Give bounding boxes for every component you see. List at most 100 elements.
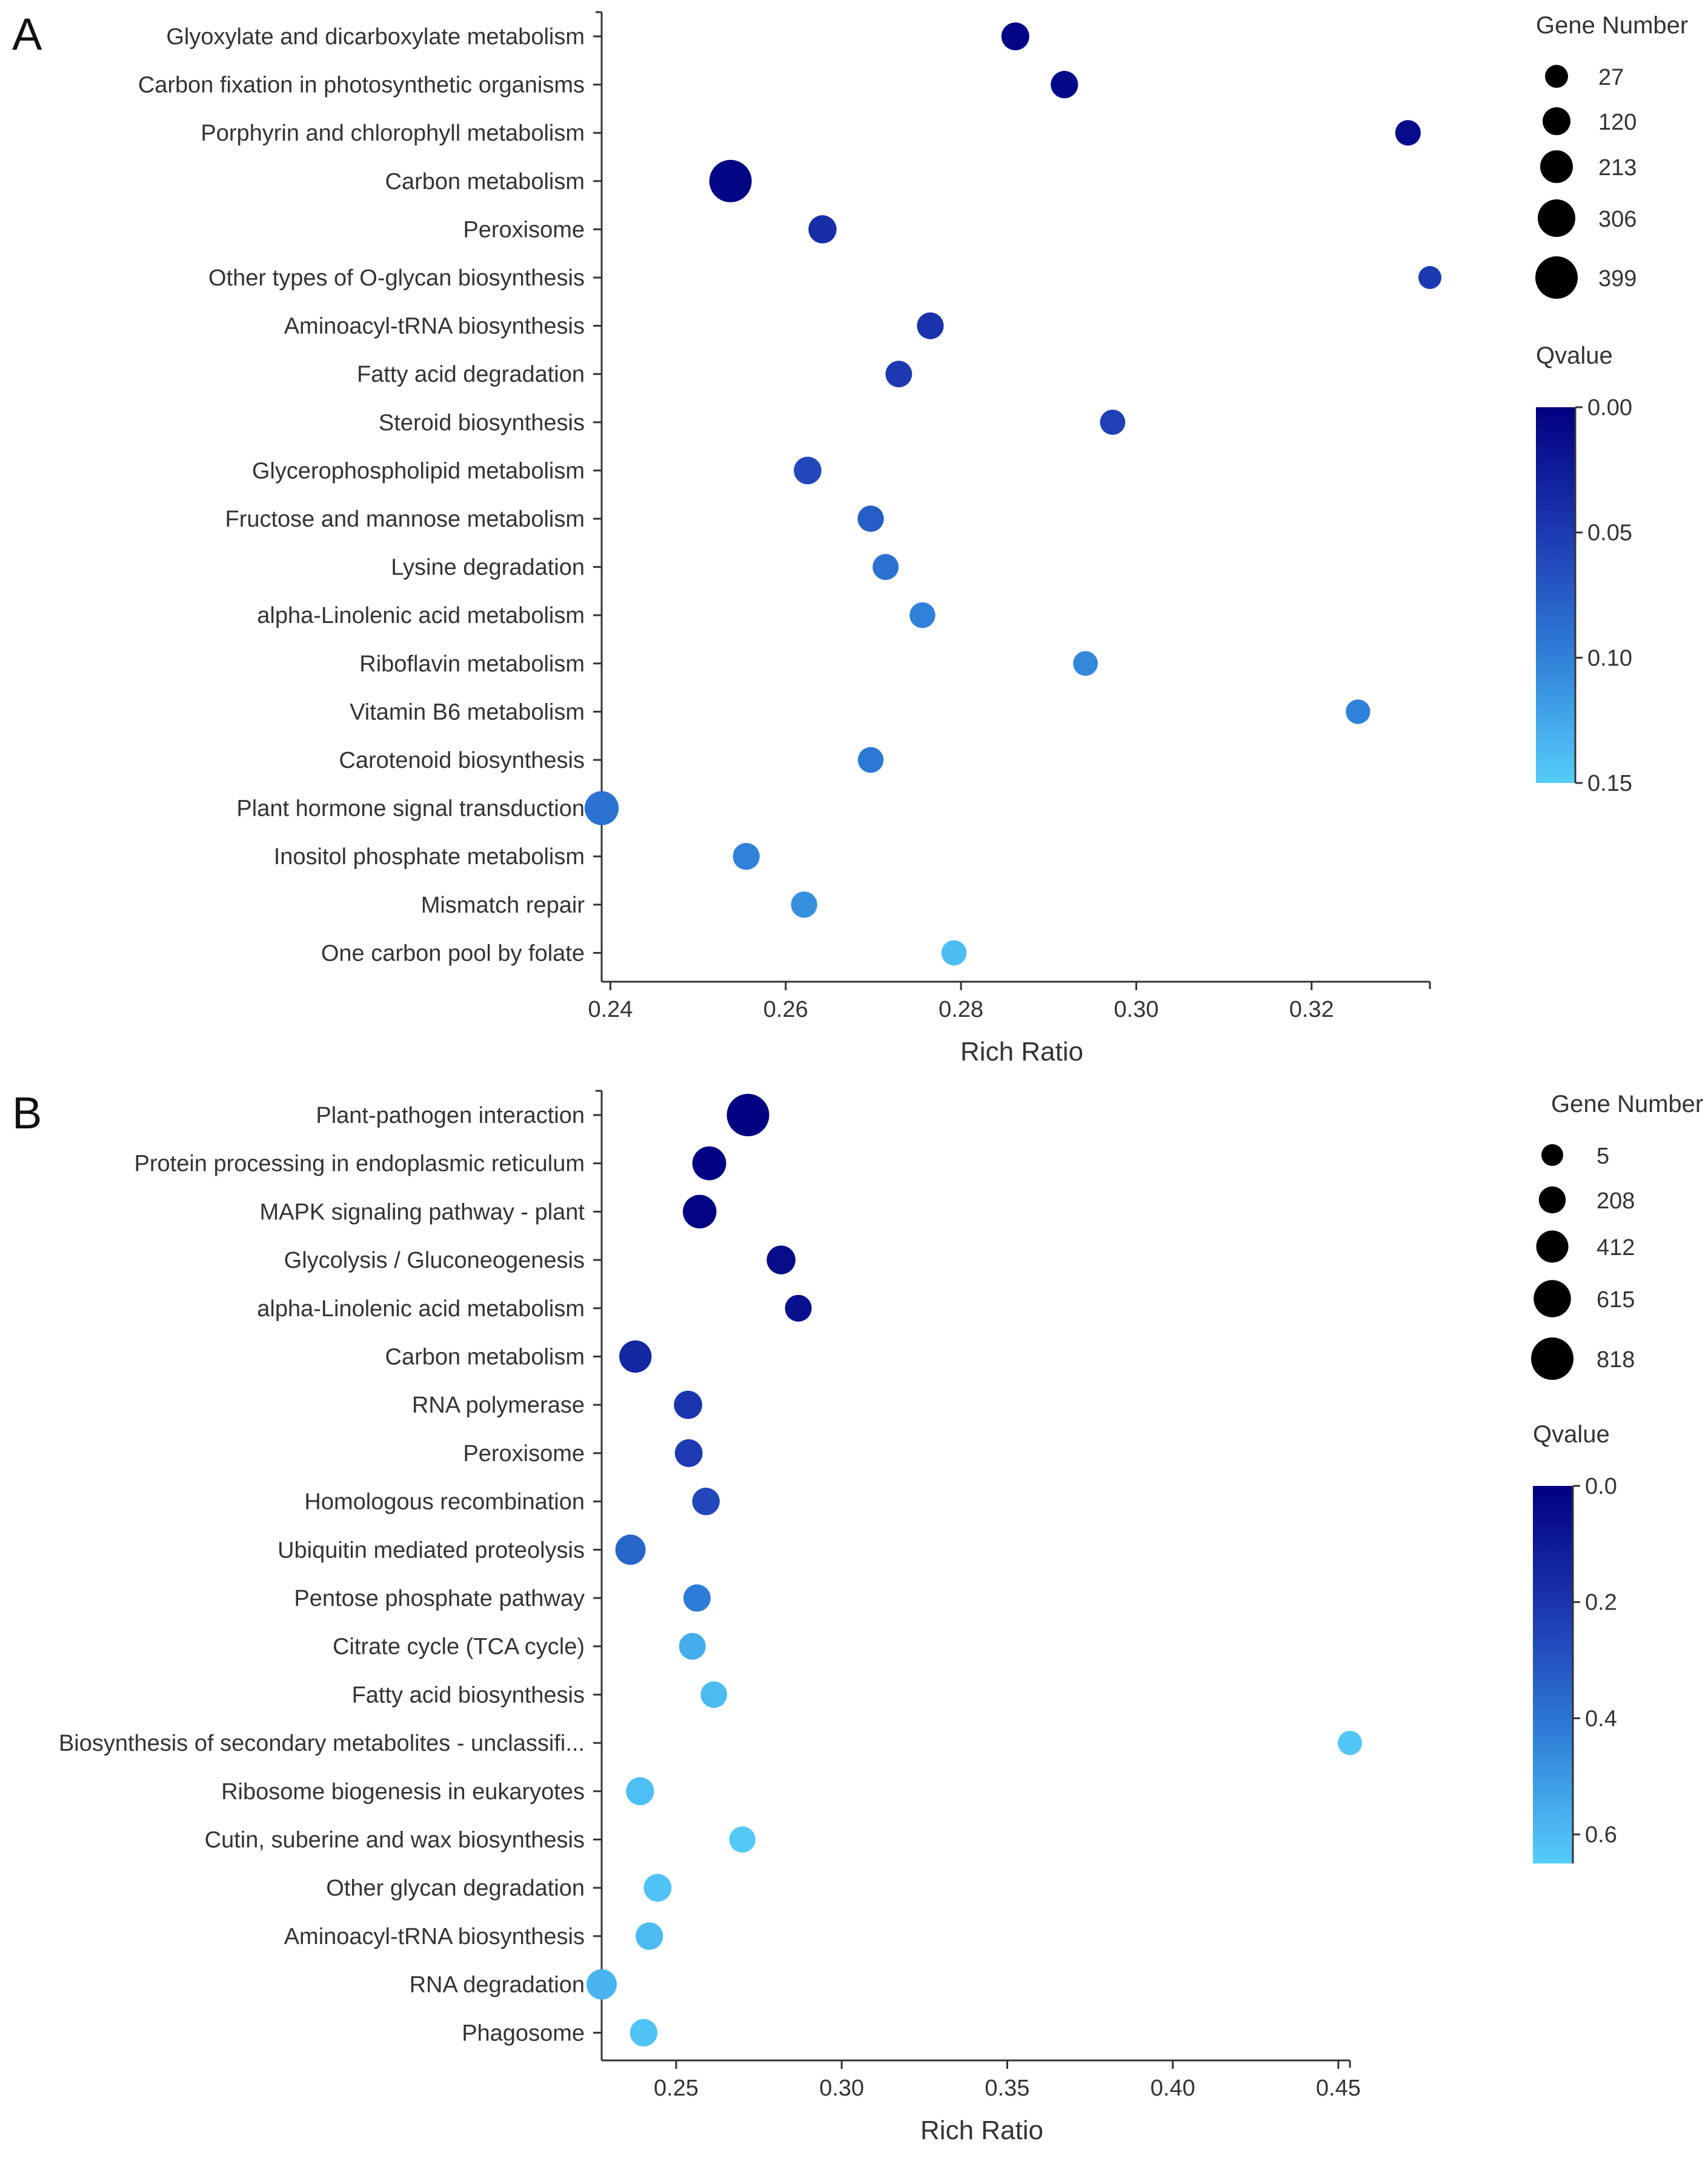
size-legend-label: 412 [1597, 1235, 1635, 1260]
y-tick-label: Protein processing in endoplasmic reticu… [135, 1151, 585, 1177]
size-legend-label: 818 [1597, 1347, 1635, 1373]
color-legend-tick-label: 0.05 [1587, 521, 1632, 546]
y-tick-label: Carotenoid biosynthesis [339, 748, 585, 773]
data-point[interactable] [1338, 1731, 1362, 1756]
size-legend-marker [1538, 199, 1575, 237]
y-tick-label: Aminoacyl-tRNA biosynthesis [284, 1924, 585, 1950]
y-tick-label: Citrate cycle (TCA cycle) [333, 1634, 585, 1660]
color-legend-title: Qvalue [1536, 342, 1613, 369]
data-point[interactable] [1001, 22, 1029, 50]
size-legend-label: 120 [1598, 110, 1637, 135]
data-point[interactable] [683, 1584, 711, 1612]
data-point[interactable] [679, 1633, 706, 1660]
x-tick-label: 0.30 [819, 2076, 864, 2101]
data-point[interactable] [635, 1922, 663, 1950]
y-tick-label: Vitamin B6 metabolism [350, 699, 585, 725]
data-point[interactable] [1346, 699, 1371, 724]
x-tick-label: 0.30 [1114, 997, 1158, 1022]
y-tick-label: Carbon fixation in photosynthetic organi… [138, 73, 585, 98]
data-point[interactable] [615, 1534, 646, 1565]
data-point[interactable] [674, 1390, 702, 1419]
data-point[interactable] [941, 940, 967, 966]
data-point[interactable] [1051, 71, 1078, 99]
data-point[interactable] [733, 843, 760, 870]
y-tick-label: Cutin, suberine and wax biosynthesis [205, 1828, 585, 1853]
size-legend-label: 306 [1598, 207, 1637, 232]
data-point[interactable] [1395, 120, 1421, 146]
y-tick-label: Porphyrin and chlorophyll metabolism [201, 121, 585, 146]
size-legend-label: 399 [1598, 266, 1637, 291]
color-legend-tick-label: 0.4 [1585, 1706, 1617, 1731]
size-legend-marker [1545, 65, 1568, 88]
data-point[interactable] [700, 1681, 728, 1708]
data-point[interactable] [584, 791, 619, 825]
x-tick-label: 0.45 [1316, 2076, 1361, 2101]
x-tick-label: 0.32 [1289, 997, 1334, 1022]
data-point[interactable] [683, 1194, 717, 1229]
data-point[interactable] [1418, 266, 1441, 289]
y-tick-label: Mismatch repair [421, 893, 585, 918]
data-point[interactable] [766, 1245, 796, 1274]
size-legend-marker [1540, 150, 1573, 183]
y-tick-label: Steroid biosynthesis [379, 410, 585, 436]
color-legend-bar [1533, 1486, 1573, 1863]
y-tick-label: Homologous recombination [304, 1490, 585, 1515]
data-point[interactable] [619, 1340, 652, 1373]
y-tick-label: Phagosome [462, 2020, 585, 2046]
y-tick-label: Other glycan degradation [326, 1876, 585, 1901]
y-tick-label: Aminoacyl-tRNA biosynthesis [284, 314, 585, 339]
data-point[interactable] [709, 159, 752, 202]
color-legend-tick-label: 0.00 [1587, 395, 1632, 421]
data-point[interactable] [1073, 651, 1098, 676]
size-legend-label: 27 [1598, 65, 1624, 90]
data-point[interactable] [917, 312, 944, 339]
size-legend-marker [1535, 256, 1578, 299]
color-legend-title: Qvalue [1533, 1421, 1610, 1448]
x-tick-label: 0.40 [1151, 2076, 1195, 2101]
y-tick-label: Glycolysis / Gluconeogenesis [284, 1248, 585, 1273]
data-point[interactable] [1100, 409, 1126, 435]
size-legend-marker [1541, 1144, 1563, 1166]
panel-b: B Plant-pathogen interaction Protein proce… [12, 1088, 1703, 2145]
color-legend-tick-label: 0.15 [1587, 771, 1632, 796]
y-tick-label: One carbon pool by folate [321, 941, 585, 966]
data-point[interactable] [857, 505, 884, 532]
data-point[interactable] [586, 1969, 617, 2000]
size-legend-title: Gene Number [1536, 12, 1688, 39]
data-point[interactable] [909, 602, 935, 628]
data-point[interactable] [692, 1487, 720, 1516]
color-legend-bar [1536, 407, 1575, 783]
color-legend-tick-label: 0.6 [1585, 1822, 1617, 1848]
y-tick-label: Plant-pathogen interaction [316, 1103, 585, 1128]
data-point[interactable] [726, 1094, 769, 1136]
y-tick-label: Carbon metabolism [385, 169, 585, 195]
data-point[interactable] [785, 1294, 812, 1322]
y-tick-label: Peroxisome [463, 1441, 585, 1467]
y-tick-label: Glycerophospholipid metabolism [252, 458, 585, 484]
size-legend-marker [1534, 1280, 1571, 1317]
y-tick-label: Ubiquitin mediated proteolysis [277, 1537, 585, 1563]
data-point[interactable] [643, 1874, 672, 1902]
y-tick-label: alpha-Linolenic acid metabolism [257, 603, 585, 628]
y-tick-label: Inositol phosphate metabolism [274, 844, 585, 870]
data-point[interactable] [630, 2019, 658, 2047]
data-point[interactable] [885, 361, 912, 388]
size-legend-label: 615 [1597, 1287, 1635, 1313]
y-tick-label: Ribosome biogenesis in eukaryotes [221, 1779, 585, 1805]
data-point[interactable] [808, 215, 837, 244]
data-point[interactable] [791, 891, 817, 918]
data-point[interactable] [674, 1439, 703, 1467]
x-tick-label: 0.24 [588, 997, 633, 1022]
y-tick-label: Peroxisome [463, 217, 585, 242]
data-point[interactable] [692, 1146, 726, 1180]
size-legend-marker [1536, 1230, 1569, 1263]
color-legend-tick-label: 0.2 [1585, 1590, 1617, 1616]
data-point[interactable] [626, 1777, 654, 1805]
panel-letter: B [12, 1088, 42, 1138]
data-point[interactable] [794, 456, 822, 485]
data-point[interactable] [729, 1826, 756, 1853]
data-point[interactable] [857, 747, 884, 773]
panel-a: A Glyoxylate and dicarboxylate metabolism… [12, 9, 1688, 1067]
data-point[interactable] [872, 554, 899, 581]
